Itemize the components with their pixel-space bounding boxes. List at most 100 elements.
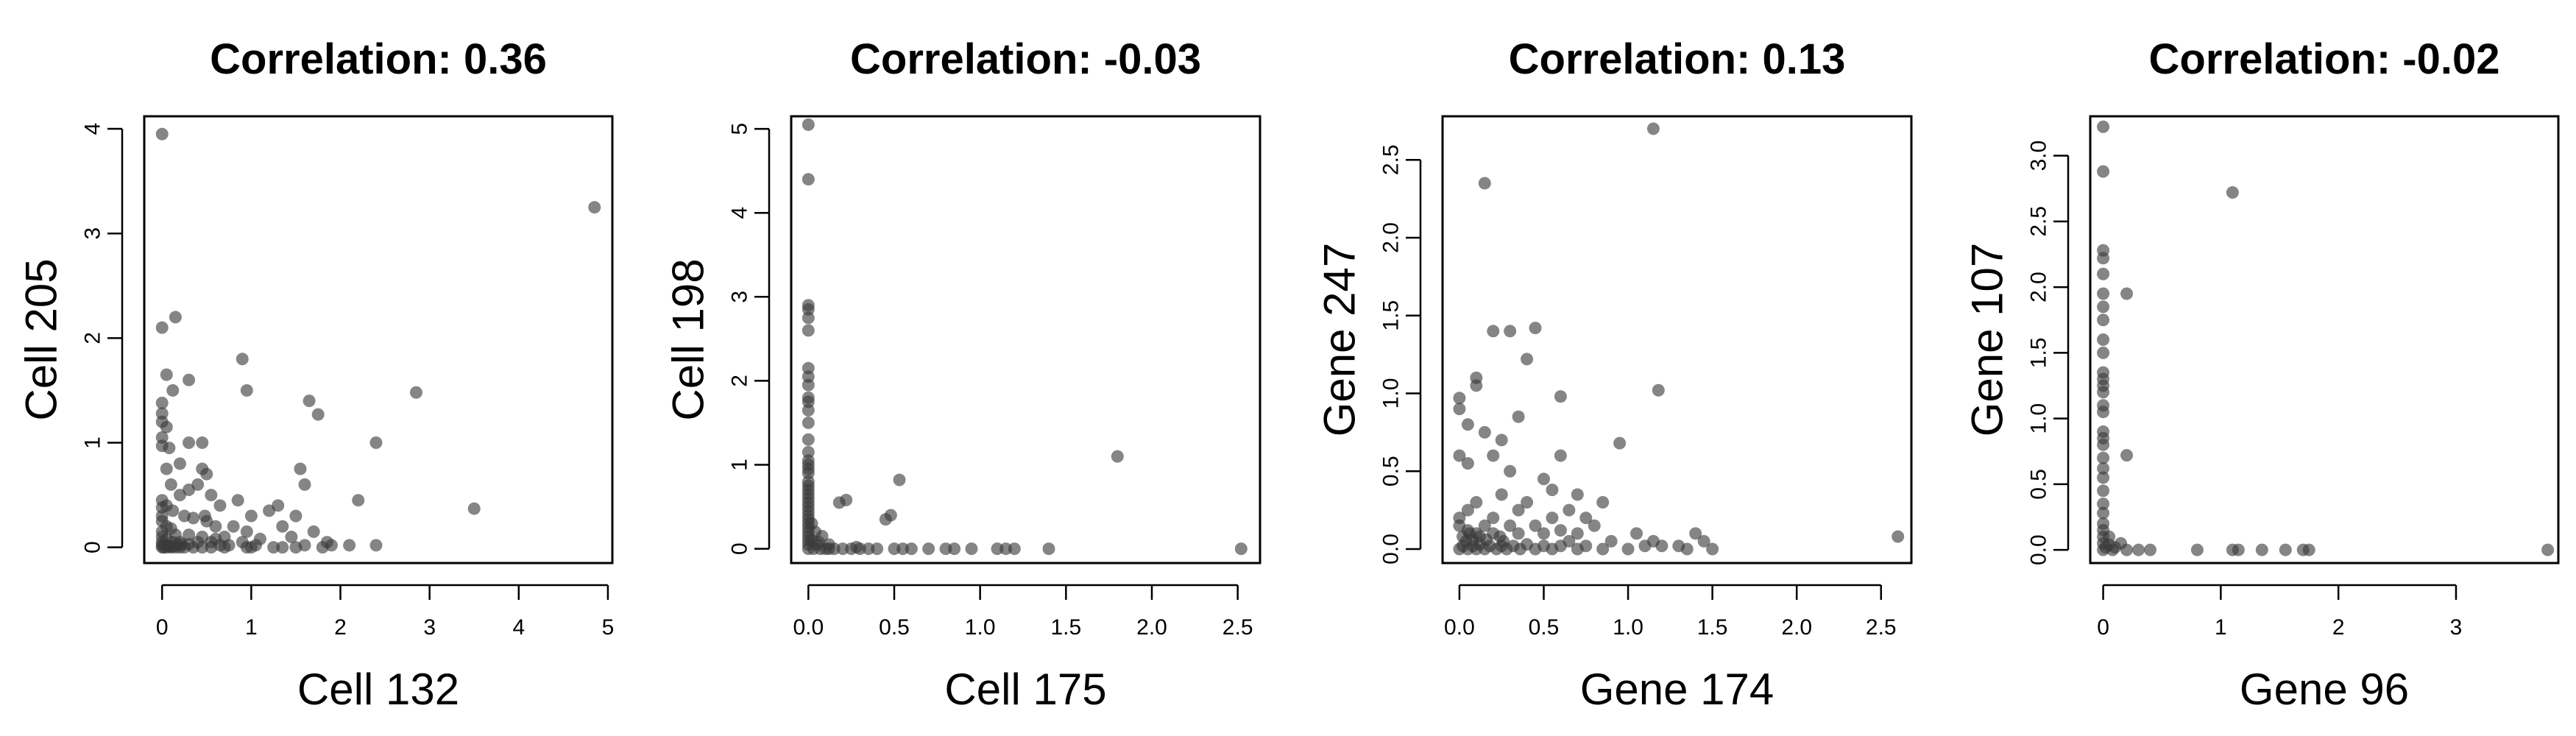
scatter-point bbox=[2097, 346, 2110, 359]
scatter-point bbox=[822, 538, 835, 551]
scatter-point bbox=[812, 535, 825, 548]
scatter-point bbox=[267, 541, 280, 554]
scatter-point bbox=[1478, 177, 1491, 190]
x-tick-label: 0.0 bbox=[793, 615, 824, 640]
scatter-point bbox=[2226, 186, 2239, 199]
scatter-point bbox=[160, 368, 173, 381]
scatter-point bbox=[888, 542, 901, 556]
scatter-point bbox=[320, 536, 333, 549]
scatter-point bbox=[2541, 543, 2555, 556]
scatter-point bbox=[1652, 383, 1665, 397]
chart-title: Correlation: -0.02 bbox=[2149, 35, 2500, 83]
scatter-point bbox=[253, 532, 266, 545]
scatter-point bbox=[209, 520, 222, 533]
scatter-point bbox=[175, 537, 188, 551]
x-tick-label: 1 bbox=[245, 615, 258, 640]
scatter-point bbox=[1596, 542, 1610, 556]
scatter-point bbox=[2097, 386, 2110, 399]
x-tick-label: 2.5 bbox=[1866, 615, 1897, 640]
scatter-point bbox=[2279, 543, 2292, 556]
scatter-point bbox=[1111, 450, 1124, 463]
scatter-point bbox=[369, 539, 383, 552]
x-tick-label: 2.0 bbox=[1781, 615, 1812, 640]
scatter-point bbox=[1008, 542, 1021, 556]
scatter-point bbox=[905, 542, 918, 556]
scatter-point bbox=[1554, 390, 1567, 403]
scatter-point bbox=[183, 528, 196, 542]
plot-frame bbox=[790, 115, 1262, 565]
scatter-point bbox=[1521, 496, 1534, 509]
scatter-point bbox=[2097, 287, 2110, 300]
scatter-point bbox=[196, 541, 209, 554]
scatter-panel-1: Correlation: 0.36 0 1 2 3 4 5 0 1 2 3 4 Cell 132 Cell… bbox=[17, 35, 615, 714]
scatter-point bbox=[1504, 519, 1517, 532]
scatter-point bbox=[1042, 542, 1055, 556]
scatter-point bbox=[2097, 498, 2110, 511]
scatter-point bbox=[276, 520, 289, 533]
y-tick-label: 3.0 bbox=[2027, 141, 2051, 171]
scatter-point bbox=[1563, 503, 1576, 517]
scatter-point bbox=[1453, 403, 1466, 416]
scatter-point bbox=[1529, 519, 1542, 532]
scatter-point bbox=[809, 526, 822, 539]
scatter-point bbox=[2097, 165, 2110, 178]
scatter-point bbox=[2109, 541, 2122, 554]
scatter-point bbox=[1613, 436, 1627, 450]
y-tick-label: 1.0 bbox=[1379, 378, 1404, 409]
scatter-point bbox=[173, 457, 186, 470]
y-tick-label: 2 bbox=[728, 375, 752, 387]
scatter-point bbox=[802, 433, 815, 446]
x-tick-label: 2 bbox=[2332, 615, 2345, 640]
scatter-point bbox=[298, 539, 311, 552]
y-tick-label: 0 bbox=[81, 541, 105, 553]
x-tick-label: 0 bbox=[156, 615, 169, 640]
scatter-point bbox=[213, 499, 227, 512]
scatter-point bbox=[1672, 539, 1685, 553]
y-tick-label: 2.5 bbox=[2027, 206, 2051, 237]
scatter-point bbox=[2097, 461, 2110, 475]
scatter-point bbox=[2097, 314, 2110, 327]
scatter-point bbox=[311, 408, 325, 421]
scatter-point bbox=[588, 201, 601, 214]
scatter-point bbox=[1892, 530, 1905, 543]
scatter-point bbox=[1621, 542, 1635, 556]
scatter-point bbox=[183, 436, 196, 450]
scatter-point bbox=[298, 478, 311, 491]
plot-frame bbox=[2089, 115, 2560, 565]
scatter-point bbox=[205, 489, 218, 502]
scatter-point bbox=[1646, 122, 1660, 135]
x-tick-label: 0.5 bbox=[879, 615, 910, 640]
scatter-point bbox=[155, 397, 169, 410]
scatter-point bbox=[160, 462, 173, 475]
scatter-point bbox=[272, 499, 285, 512]
scatter-point bbox=[164, 478, 177, 491]
scatter-point bbox=[1546, 512, 1559, 525]
scatter-point bbox=[1588, 519, 1601, 532]
scatter-point bbox=[1461, 503, 1474, 517]
scatter-point bbox=[1521, 353, 1534, 366]
scatter-point bbox=[1495, 488, 1508, 501]
y-axis-label: Gene 107 bbox=[1963, 243, 2012, 437]
x-tick-label: 0 bbox=[2097, 615, 2109, 640]
scatter-point bbox=[1546, 484, 1559, 497]
plot-frame bbox=[1441, 115, 1913, 565]
scatter-point bbox=[948, 542, 961, 556]
y-tick-label: 2 bbox=[81, 332, 105, 344]
scatter-point bbox=[884, 509, 897, 522]
scatter-point bbox=[244, 509, 258, 523]
scatter-point bbox=[187, 541, 200, 554]
y-tick-label: 1.5 bbox=[1379, 300, 1404, 331]
y-tick-label: 2.0 bbox=[1379, 222, 1404, 253]
scatter-point bbox=[2097, 406, 2110, 419]
scatter-point bbox=[196, 436, 209, 450]
scatter-point bbox=[1487, 512, 1500, 525]
y-tick-label: 2.0 bbox=[2027, 272, 2051, 302]
scatter-point bbox=[1234, 542, 1248, 556]
scatter-point bbox=[802, 378, 815, 392]
y-tick-label: 4 bbox=[81, 123, 105, 135]
scatter-point bbox=[2097, 471, 2110, 484]
scatter-point bbox=[1487, 325, 1500, 338]
x-tick-label: 1.5 bbox=[1697, 615, 1728, 640]
x-tick-label: 2.5 bbox=[1222, 615, 1253, 640]
scatter-point bbox=[2097, 267, 2110, 280]
